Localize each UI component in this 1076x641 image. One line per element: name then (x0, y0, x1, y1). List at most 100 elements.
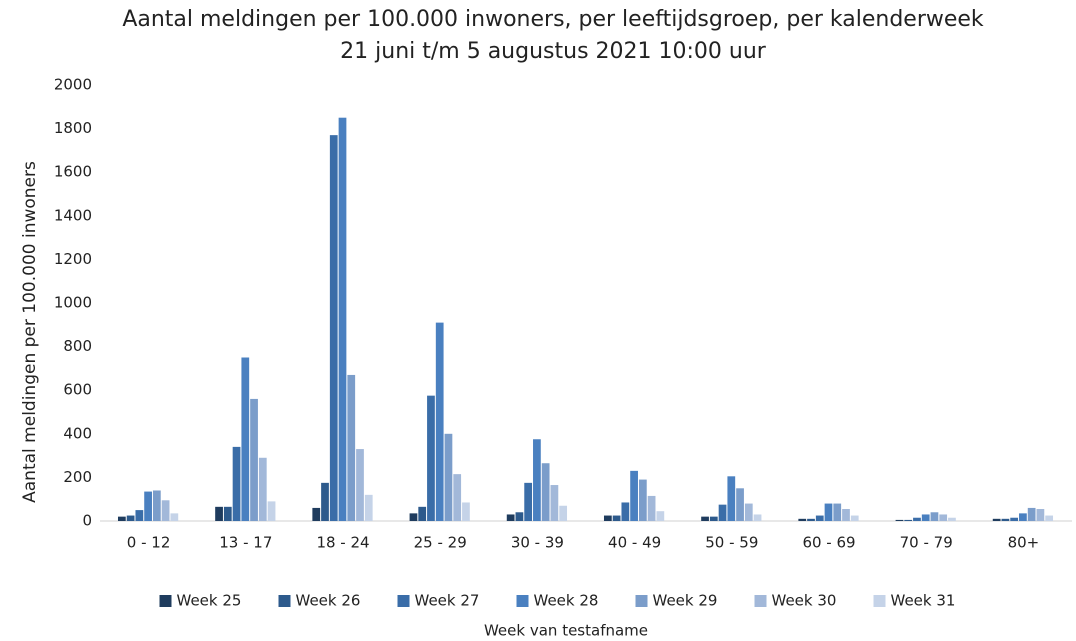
legend-label: Week 30 (772, 592, 837, 610)
bar (444, 433, 453, 521)
bar (603, 515, 612, 521)
bar (117, 516, 126, 521)
bar (338, 117, 347, 521)
x-tick-label: 18 - 24 (316, 534, 369, 552)
bar (921, 514, 930, 521)
bar (435, 322, 444, 521)
bar (524, 482, 533, 521)
bar (250, 398, 258, 521)
bar (559, 505, 568, 521)
bar (170, 513, 179, 521)
y-tick-label: 600 (63, 381, 92, 399)
bar (506, 514, 515, 521)
x-tick-label: 60 - 69 (802, 534, 855, 552)
bar (144, 491, 152, 521)
y-tick-label: 0 (82, 512, 92, 530)
bar (815, 515, 824, 521)
bar (638, 479, 647, 521)
x-tick-label: 70 - 79 (900, 534, 953, 552)
bar (312, 507, 321, 521)
x-tick-label: 50 - 59 (705, 534, 758, 552)
legend-label: Week 27 (415, 592, 480, 610)
legend-label: Week 28 (534, 592, 599, 610)
y-tick-label: 200 (63, 468, 92, 486)
y-tick-label: 800 (63, 337, 92, 355)
bar (223, 506, 232, 521)
x-tick-label: 0 - 12 (127, 534, 171, 552)
bar (753, 514, 762, 521)
bar (1045, 515, 1054, 521)
bar (718, 504, 727, 521)
y-tick-label: 1400 (54, 206, 92, 224)
bar (612, 515, 621, 521)
x-tick-label: 25 - 29 (414, 534, 467, 552)
bar (939, 514, 948, 521)
bar (241, 357, 250, 521)
bar (364, 494, 373, 521)
bar (727, 476, 736, 521)
x-tick-label: 13 - 17 (219, 534, 272, 552)
bar (409, 513, 418, 521)
bar (453, 474, 462, 521)
bar (904, 519, 913, 521)
legend-label: Week 26 (296, 592, 361, 610)
bar (1001, 518, 1010, 521)
bar (418, 506, 427, 521)
bar (215, 506, 223, 521)
chart-title: Aantal meldingen per 100.000 inwoners, p… (122, 7, 984, 32)
bar (656, 511, 665, 521)
x-axis-label: Week van testafname (484, 622, 648, 640)
bar (152, 490, 161, 521)
bar (842, 509, 850, 521)
bar (356, 449, 364, 521)
legend-swatch (278, 595, 291, 607)
legend-swatch (754, 595, 767, 607)
chart-subtitle: 21 juni t/m 5 augustus 2021 10:00 uur (340, 39, 767, 64)
x-tick-label: 30 - 39 (511, 534, 564, 552)
bar (550, 485, 559, 521)
bar (701, 516, 709, 521)
y-tick-label: 1800 (54, 119, 92, 137)
x-tick-label: 80+ (1008, 534, 1040, 552)
bar (321, 482, 329, 521)
bar (736, 488, 744, 521)
bar (1010, 517, 1019, 521)
bar (621, 502, 630, 521)
bar (258, 457, 267, 521)
legend-swatch (159, 595, 172, 607)
bar (948, 517, 956, 521)
bar (515, 512, 524, 521)
bar (232, 446, 241, 521)
bar (807, 518, 815, 521)
legend-label: Week 29 (653, 592, 718, 610)
bar (1036, 509, 1045, 521)
legend-swatch (516, 595, 529, 607)
legend-swatch (635, 595, 648, 607)
bar (1027, 507, 1036, 521)
legend-label: Week 25 (177, 592, 242, 610)
bar (798, 518, 807, 521)
bar (895, 519, 904, 521)
legend-swatch (873, 595, 886, 607)
y-tick-label: 2000 (54, 76, 92, 94)
bar (709, 516, 718, 521)
bar (647, 495, 656, 521)
legend-swatch (397, 595, 410, 607)
bar (850, 515, 859, 521)
bar (329, 135, 338, 521)
x-tick-label: 40 - 49 (608, 534, 661, 552)
bar (533, 439, 541, 521)
bar (744, 503, 753, 521)
bar (992, 518, 1001, 521)
bar (1019, 513, 1027, 521)
bar (462, 502, 470, 521)
bar (630, 470, 638, 521)
legend-label: Week 31 (891, 592, 956, 610)
y-tick-label: 1000 (54, 294, 92, 312)
bar (913, 517, 921, 521)
bar (833, 503, 842, 521)
bar (267, 501, 276, 521)
y-tick-label: 1600 (54, 163, 92, 181)
